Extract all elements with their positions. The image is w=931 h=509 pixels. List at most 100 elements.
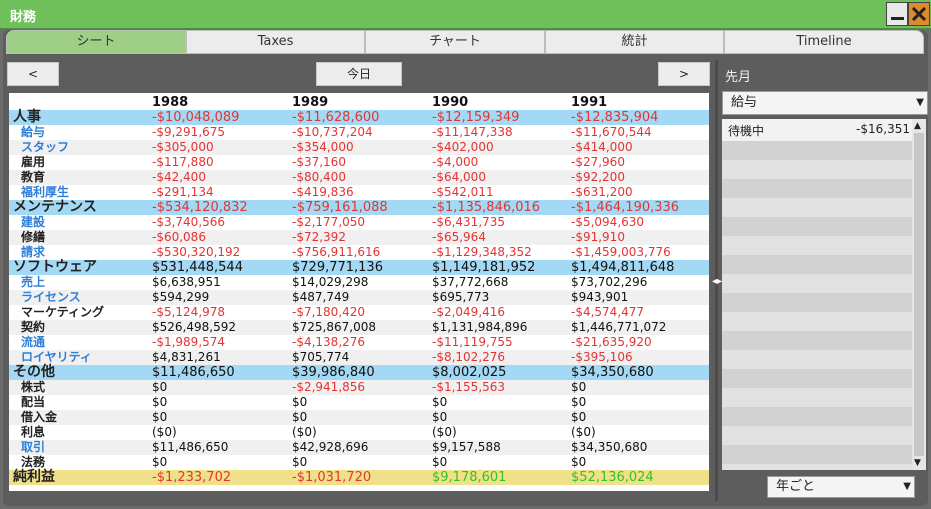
row-label[interactable]: 流通: [21, 335, 46, 349]
scroll-down-icon[interactable]: ▼: [914, 458, 921, 468]
table-cell: -$60,086: [152, 230, 206, 244]
table-cell: -$631,200: [571, 185, 633, 199]
table-cell: -$530,320,192: [152, 245, 241, 259]
table-row: 売上 $6,638,951 $14,029,298 $37,772,668 $73,70…: [9, 275, 709, 290]
table-row: 配当 $0 $0 $0 $0: [9, 395, 709, 410]
row-label[interactable]: スタッフ: [21, 140, 70, 154]
table-cell: -$354,000: [292, 140, 354, 154]
list-scrollbar[interactable]: ▲ ▼: [912, 119, 926, 470]
table-row: マーケティング -$5,124,978 -$7,180,420 -$2,049,416…: [9, 305, 709, 320]
table-row: ライセンス $594,299 $487,749 $695,773 $943,901: [9, 290, 709, 305]
row-label[interactable]: 建設: [21, 215, 46, 229]
table-cell: -$1,989,574: [152, 335, 226, 349]
row-label[interactable]: 取引: [21, 440, 46, 454]
table-row: 流通 -$1,989,574 -$4,138,276 -$11,119,755 -$21…: [9, 335, 709, 350]
title-bar[interactable]: 財務: [0, 0, 931, 29]
tab-timeline[interactable]: Timeline: [724, 30, 924, 54]
table-cell: -$37,160: [292, 155, 346, 169]
row-label[interactable]: 福利厚生: [21, 185, 70, 199]
tab-stats[interactable]: 統計: [545, 30, 724, 54]
table-cell: $725,867,008: [292, 320, 376, 334]
empty-list-row: [722, 388, 912, 407]
tab-taxes[interactable]: Taxes: [186, 30, 365, 54]
empty-list-row: [722, 198, 912, 217]
table-row: 請求 -$530,320,192 -$756,911,616 -$1,129,348,…: [9, 245, 709, 260]
period-select[interactable]: 年ごと ▼: [767, 476, 915, 498]
table-cell: $4,831,261: [152, 350, 221, 364]
table-cell: -$1,155,563: [432, 380, 506, 394]
row-label[interactable]: 請求: [21, 245, 46, 259]
row-label: 借入金: [21, 410, 58, 424]
row-label: 教育: [21, 170, 46, 184]
row-label[interactable]: 売上: [21, 275, 46, 289]
today-button[interactable]: 今日: [316, 62, 402, 86]
empty-list-row: [722, 445, 912, 464]
prev-button[interactable]: <: [7, 62, 59, 86]
table-cell: $0: [292, 455, 308, 469]
table-cell: -$1,135,846,016: [432, 200, 541, 215]
table-cell: $0: [571, 455, 587, 469]
table-cell: $37,772,668: [432, 275, 509, 289]
row-label: 株式: [21, 380, 46, 394]
splitter-grip-icon[interactable]: ◂▸: [712, 276, 723, 287]
tab-sheet[interactable]: シート: [6, 30, 186, 54]
table-cell: $1,494,811,648: [571, 260, 675, 275]
table-cell: -$64,000: [432, 170, 486, 184]
close-button[interactable]: [908, 2, 930, 26]
table-cell: -$534,120,832: [152, 200, 248, 215]
empty-list-row: [722, 407, 912, 426]
table-cell: -$3,740,566: [152, 215, 226, 229]
table-cell: $34,350,680: [571, 440, 648, 454]
table-row: その他 $11,486,650 $39,986,840 $8,002,025 $34,3…: [9, 365, 709, 380]
empty-list-row: [722, 141, 912, 160]
empty-list-row: [722, 350, 912, 369]
empty-list-row: [722, 331, 912, 350]
empty-list-row: [722, 236, 912, 255]
table-cell: $729,771,136: [292, 260, 383, 275]
table-cell: $0: [292, 410, 308, 424]
row-label: メンテナンス: [13, 199, 97, 215]
table-cell: $0: [571, 380, 587, 394]
table-row: スタッフ -$305,000 -$354,000 -$402,000 -$414,000: [9, 140, 709, 155]
table-row: ロイヤリティ $4,831,261 $705,774 -$8,102,276 -$395…: [9, 350, 709, 365]
table-cell: -$542,011: [432, 185, 494, 199]
year-header: 1989: [292, 95, 329, 110]
table-cell: -$1,233,702: [152, 470, 232, 485]
table-cell: -$4,000: [432, 155, 479, 169]
table-row: 純利益 -$1,233,702 -$1,031,720 $9,178,601 $52,1…: [9, 470, 709, 485]
table-row: 給与 -$9,291,675 -$10,737,204 -$11,147,338 -$1…: [9, 125, 709, 140]
table-cell: -$1,031,720: [292, 470, 372, 485]
row-label[interactable]: ライセンス: [21, 290, 81, 304]
table-cell: -$1,459,003,776: [571, 245, 671, 259]
table-cell: $0: [432, 395, 448, 409]
table-cell: $526,498,592: [152, 320, 236, 334]
year-header-row: 1988 1989 1990 1991: [9, 95, 709, 110]
empty-list-row: [722, 255, 912, 274]
table-cell: -$11,119,755: [432, 335, 513, 349]
category-select[interactable]: 給与 ▼: [722, 91, 928, 115]
next-button[interactable]: >: [658, 62, 710, 86]
row-label[interactable]: 給与: [21, 125, 46, 139]
table-cell: $531,448,544: [152, 260, 243, 275]
table-cell: -$395,106: [571, 350, 633, 364]
table-cell: -$27,960: [571, 155, 625, 169]
table-cell: $695,773: [432, 290, 490, 304]
table-cell: $9,178,601: [432, 470, 507, 485]
row-label[interactable]: ロイヤリティ: [21, 350, 92, 364]
scroll-up-icon[interactable]: ▲: [914, 121, 921, 131]
table-cell: $11,486,650: [152, 440, 229, 454]
minimize-button[interactable]: [886, 2, 908, 26]
table-cell: -$11,147,338: [432, 125, 513, 139]
table-cell: $0: [152, 410, 168, 424]
panel-splitter[interactable]: [715, 60, 718, 501]
table-cell: -$402,000: [432, 140, 494, 154]
scroll-thumb[interactable]: [914, 133, 924, 456]
table-cell: $0: [152, 395, 168, 409]
row-label: 契約: [21, 320, 46, 334]
list-item[interactable]: 待機中 -$16,351: [722, 119, 912, 141]
table-cell: -$80,400: [292, 170, 346, 184]
empty-list-row: [722, 160, 912, 179]
table-cell: $0: [571, 395, 587, 409]
tab-chart[interactable]: チャート: [365, 30, 545, 54]
table-cell: -$756,911,616: [292, 245, 381, 259]
